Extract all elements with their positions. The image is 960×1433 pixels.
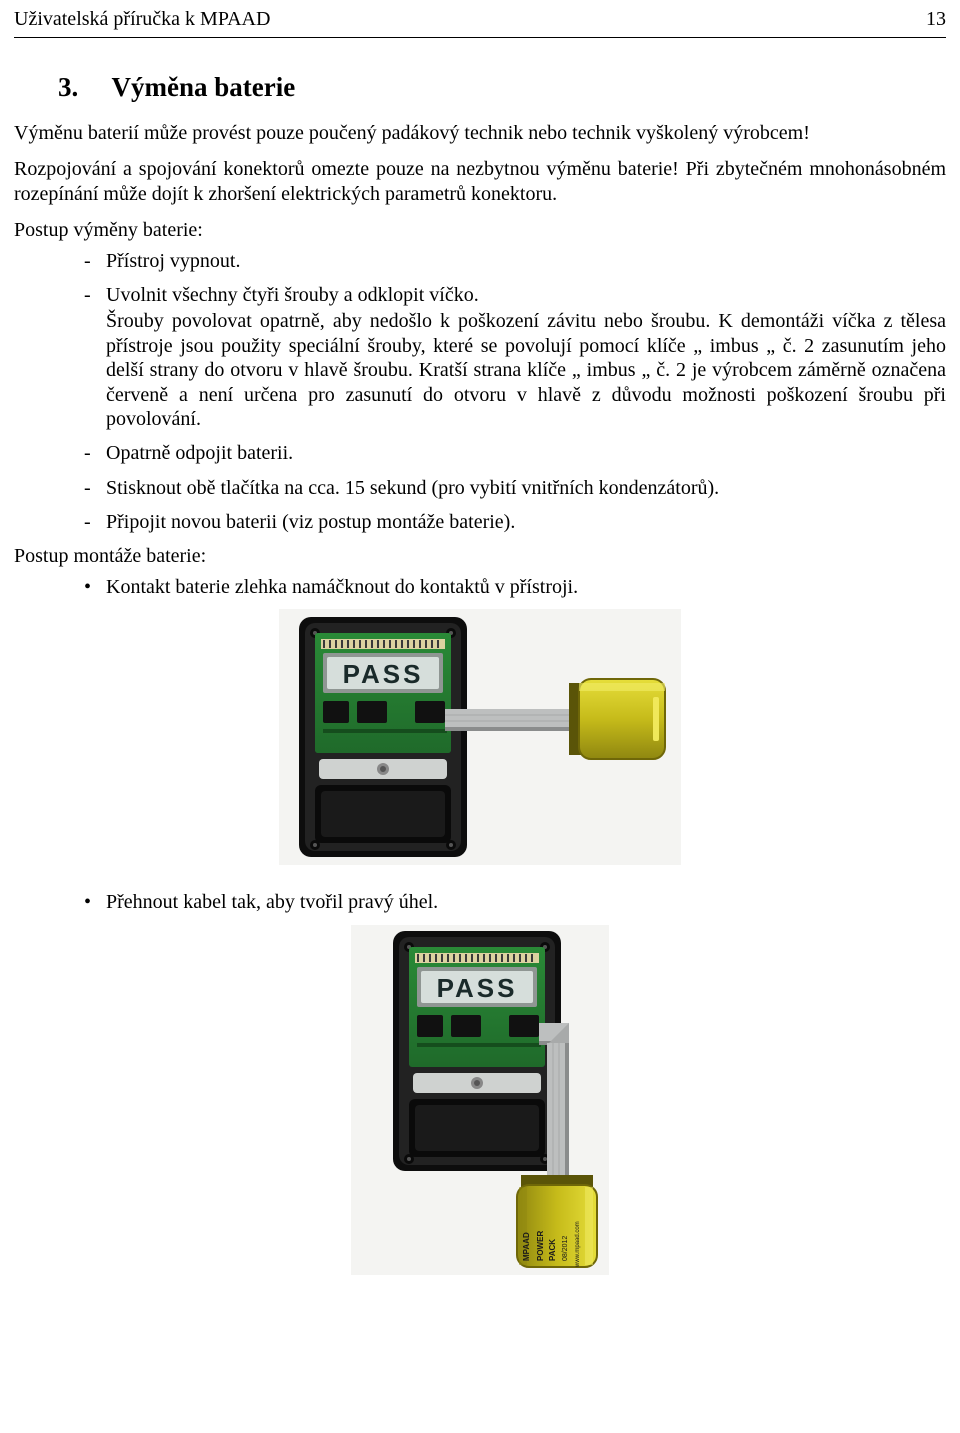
figure-battery-down: PASS MPAAD [14,925,946,1280]
step-text: Připojit novou baterii (viz postup montá… [106,511,515,533]
step-extra-text: Šrouby povolovat opatrně, aby nedošlo k … [106,309,946,431]
step-text: Uvolnit všechny čtyři šrouby a odklopit … [106,284,479,306]
battery-line1: POWER [536,1230,545,1260]
battery-url: www.mpaad.com [575,1221,581,1268]
assembly-step-text: Přehnout kabel tak, aby tvořil pravý úhe… [106,891,438,913]
page-header: Uživatelská příručka k MPAAD 13 [14,8,946,31]
assembly-step-item: Přehnout kabel tak, aby tvořil pravý úhe… [84,890,946,914]
document-page: Uživatelská příručka k MPAAD 13 3. Výměn… [0,0,960,1433]
step-item: Uvolnit všechny čtyři šrouby a odklopit … [84,283,946,431]
battery-line2: PACK [548,1238,557,1260]
page-number: 13 [926,8,946,31]
header-rule [14,37,946,38]
figure-battery-right: PASS [14,609,946,870]
battery-date: 08/2012 [562,1235,569,1260]
intro-paragraph: Výměnu baterií může provést pouze poučen… [14,121,946,145]
section-heading: 3. Výměna baterie [58,72,946,103]
assembly-heading: Postup montáže baterie: [14,544,946,568]
assembly-step-item: Kontakt baterie zlehka namáčknout do kon… [84,575,946,599]
step-text: Přístroj vypnout. [106,250,240,272]
step-item: Opatrně odpojit baterii. [84,441,946,465]
doc-title: Uživatelská příručka k MPAAD [14,8,270,31]
step-text: Stisknout obě tlačítka na cca. 15 sekund… [106,477,719,499]
lcd-text: PASS [343,659,424,689]
battery-brand: MPAAD [522,1232,531,1261]
step-item: Připojit novou baterii (viz postup montá… [84,510,946,534]
heading-number: 3. [58,72,78,102]
step-item: Stisknout obě tlačítka na cca. 15 sekund… [84,476,946,500]
heading-title: Výměna baterie [112,72,296,102]
disassembly-steps: Přístroj vypnout. Uvolnit všechny čtyři … [14,249,946,535]
step-text: Opatrně odpojit baterii. [106,442,293,464]
procedure-heading: Postup výměny baterie: [14,218,946,242]
lcd-text: PASS [437,973,518,1003]
step-item: Přístroj vypnout. [84,249,946,273]
warning-paragraph: Rozpojování a spojování konektorů omezte… [14,157,946,206]
assembly-steps: Kontakt baterie zlehka namáčknout do kon… [14,575,946,599]
device-illustration-1: PASS [279,609,681,865]
assembly-steps-cont: Přehnout kabel tak, aby tvořil pravý úhe… [14,890,946,914]
device-illustration-2: PASS MPAAD [351,925,609,1275]
assembly-step-text: Kontakt baterie zlehka namáčknout do kon… [106,576,578,598]
